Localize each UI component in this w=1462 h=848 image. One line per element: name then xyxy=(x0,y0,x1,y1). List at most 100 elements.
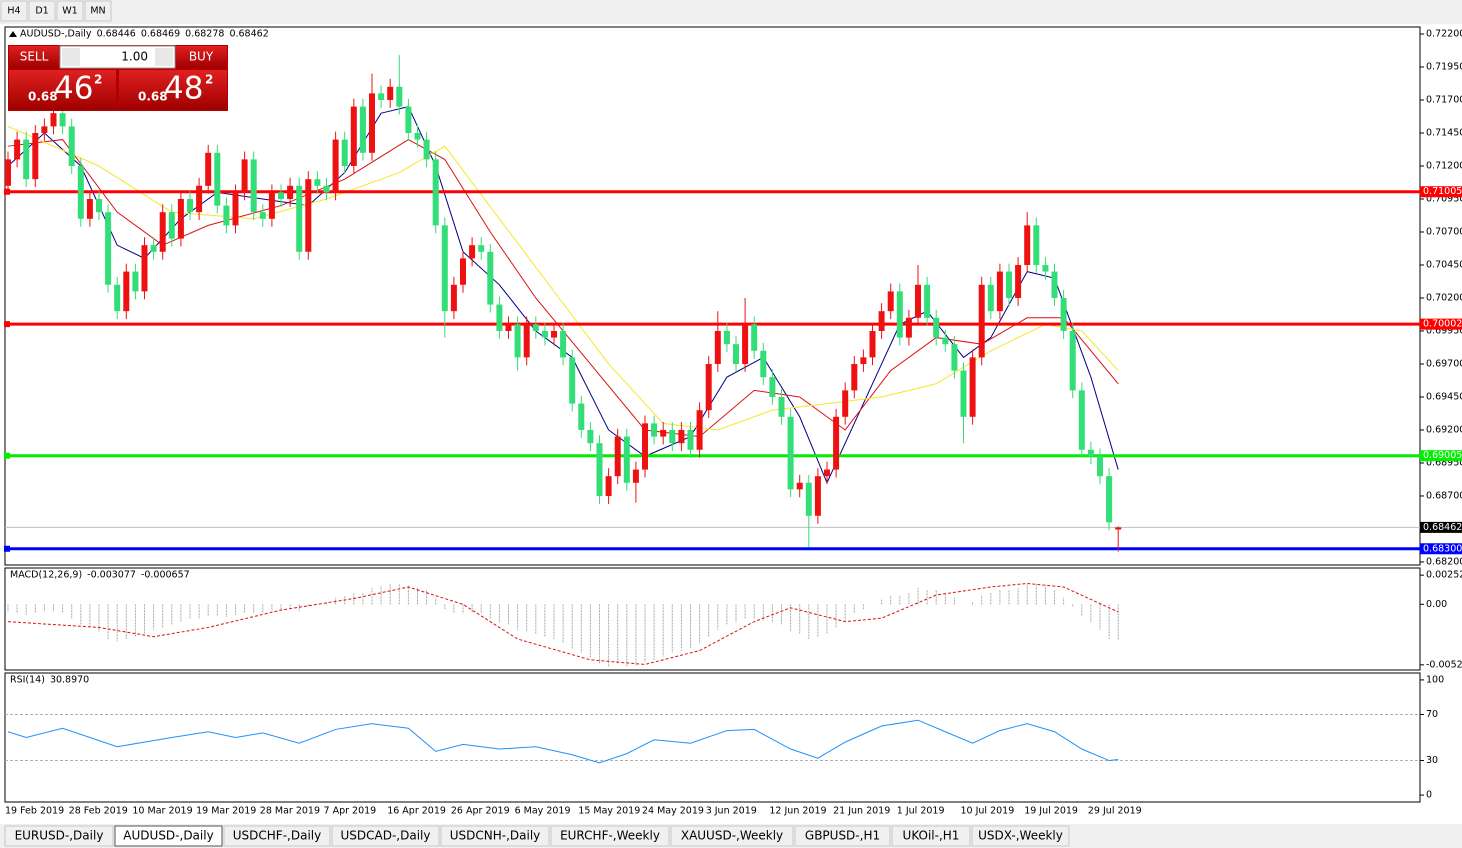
candle-body xyxy=(851,363,858,391)
timeframe-button[interactable] xyxy=(56,0,84,22)
candle-body xyxy=(141,245,148,292)
y-tick-label: 0.70700 xyxy=(1426,226,1462,237)
symbol-tab[interactable] xyxy=(4,825,114,847)
toolbar xyxy=(0,0,1462,24)
candle-body xyxy=(214,152,221,206)
candle-body xyxy=(687,429,694,450)
symbol-tab[interactable] xyxy=(223,825,331,847)
candle-body xyxy=(350,106,357,166)
lot-value: 1.00 xyxy=(121,50,148,64)
collapse-icon[interactable] xyxy=(9,31,17,37)
level-label: 0.70002 xyxy=(1423,319,1462,330)
level-label: 0.71005 xyxy=(1423,186,1462,197)
candle-body xyxy=(1060,297,1067,331)
candle-body xyxy=(842,390,849,417)
candle-body xyxy=(514,324,521,358)
symbol-tab[interactable] xyxy=(550,825,670,847)
candle-body xyxy=(378,93,385,100)
symbol-tab[interactable] xyxy=(794,825,891,847)
candle-body xyxy=(878,311,885,331)
candle-body xyxy=(68,126,75,166)
candle-body xyxy=(123,271,130,312)
panel-header: 0.68278 xyxy=(185,29,224,40)
symbol-tab[interactable] xyxy=(971,825,1070,847)
y-tick-label: 0.002523 xyxy=(1426,570,1462,581)
timeframe-button[interactable] xyxy=(28,0,56,22)
symbol-tab-label: EURUSD-,Daily xyxy=(15,829,104,843)
bid-box[interactable] xyxy=(9,70,116,110)
symbol-tab[interactable] xyxy=(114,825,223,847)
price-label: 0.68462 xyxy=(1423,522,1462,533)
candle-body xyxy=(341,139,348,166)
y-tick-label: -0.005234 xyxy=(1426,659,1462,670)
candle-body xyxy=(623,436,630,483)
y-tick-label: 0.71950 xyxy=(1426,61,1462,72)
level-label: 0.68300 xyxy=(1423,543,1462,554)
candle-body xyxy=(605,476,612,496)
x-tick-label: 7 Apr 2019 xyxy=(324,806,377,817)
level-handle xyxy=(4,545,10,552)
candle-body xyxy=(414,132,421,140)
x-tick-label: 29 Jul 2019 xyxy=(1088,806,1142,817)
timeframe-label: W1 xyxy=(62,6,77,17)
candle-body xyxy=(596,443,603,496)
symbol-tab[interactable] xyxy=(891,825,971,847)
candle-body xyxy=(59,113,66,127)
candle-body xyxy=(250,159,257,213)
lot-down[interactable] xyxy=(62,48,80,66)
y-tick-label: 100 xyxy=(1426,674,1444,685)
lot-up[interactable] xyxy=(155,48,173,66)
candle-body xyxy=(751,324,758,351)
timeframe-label: D1 xyxy=(35,6,48,17)
candle-body xyxy=(733,344,739,364)
panel-header: -0.000657 xyxy=(141,570,190,581)
timeframe-button[interactable] xyxy=(0,0,28,22)
x-tick-label: 28 Feb 2019 xyxy=(69,806,128,817)
candle-body xyxy=(32,132,39,180)
sell-button[interactable] xyxy=(9,46,59,68)
symbol-tab-label: USDCNH-,Daily xyxy=(450,829,541,843)
candle-body xyxy=(551,330,557,338)
candle-body xyxy=(896,291,903,338)
lot-field[interactable] xyxy=(59,45,176,69)
symbol-tab-label: USDCAD-,Daily xyxy=(341,829,431,843)
price-label-bg xyxy=(1420,521,1462,533)
candle-body xyxy=(860,357,867,364)
symbol-tab[interactable] xyxy=(331,825,440,847)
candle-body xyxy=(132,271,139,292)
candle-body xyxy=(760,350,767,378)
candle-body xyxy=(951,344,958,371)
buy-button[interactable] xyxy=(176,46,227,68)
timeframe-button[interactable] xyxy=(84,0,112,22)
candle-body xyxy=(778,396,785,417)
x-tick-label: 26 Apr 2019 xyxy=(451,806,510,817)
bid-fraction: 2 xyxy=(94,73,102,87)
level-handle xyxy=(4,452,10,459)
candle-body xyxy=(441,225,448,312)
y-tick-label: 0.69450 xyxy=(1426,391,1462,402)
symbol-tab[interactable] xyxy=(440,825,550,847)
candle-body xyxy=(50,113,57,127)
panel-header: 0.68446 xyxy=(97,29,136,40)
symbol-tab[interactable] xyxy=(670,825,794,847)
symbol-tab-label: AUDUSD-,Daily xyxy=(123,829,213,843)
candle-body xyxy=(696,410,703,450)
candle-body xyxy=(1015,264,1022,298)
ask-box[interactable] xyxy=(119,70,227,110)
candle-body xyxy=(168,212,175,239)
candle-body xyxy=(642,423,648,470)
candle-body xyxy=(287,185,294,199)
y-tick-label: 0.72200 xyxy=(1426,28,1462,39)
candle-body xyxy=(196,185,203,213)
y-tick-label: 70 xyxy=(1426,709,1438,720)
y-tick-label: 0.71450 xyxy=(1426,127,1462,138)
panel-header: 0.68462 xyxy=(229,29,268,40)
x-tick-label: 24 May 2019 xyxy=(642,806,704,817)
moving-average xyxy=(7,125,1119,431)
candle-body xyxy=(887,291,894,312)
candle-body xyxy=(1033,225,1040,265)
ask-prefix: 0.68 xyxy=(138,90,168,104)
symbol-tab-label: XAUUSD-,Weekly xyxy=(681,829,783,843)
candle-body xyxy=(205,152,212,186)
candle-body xyxy=(469,245,476,259)
